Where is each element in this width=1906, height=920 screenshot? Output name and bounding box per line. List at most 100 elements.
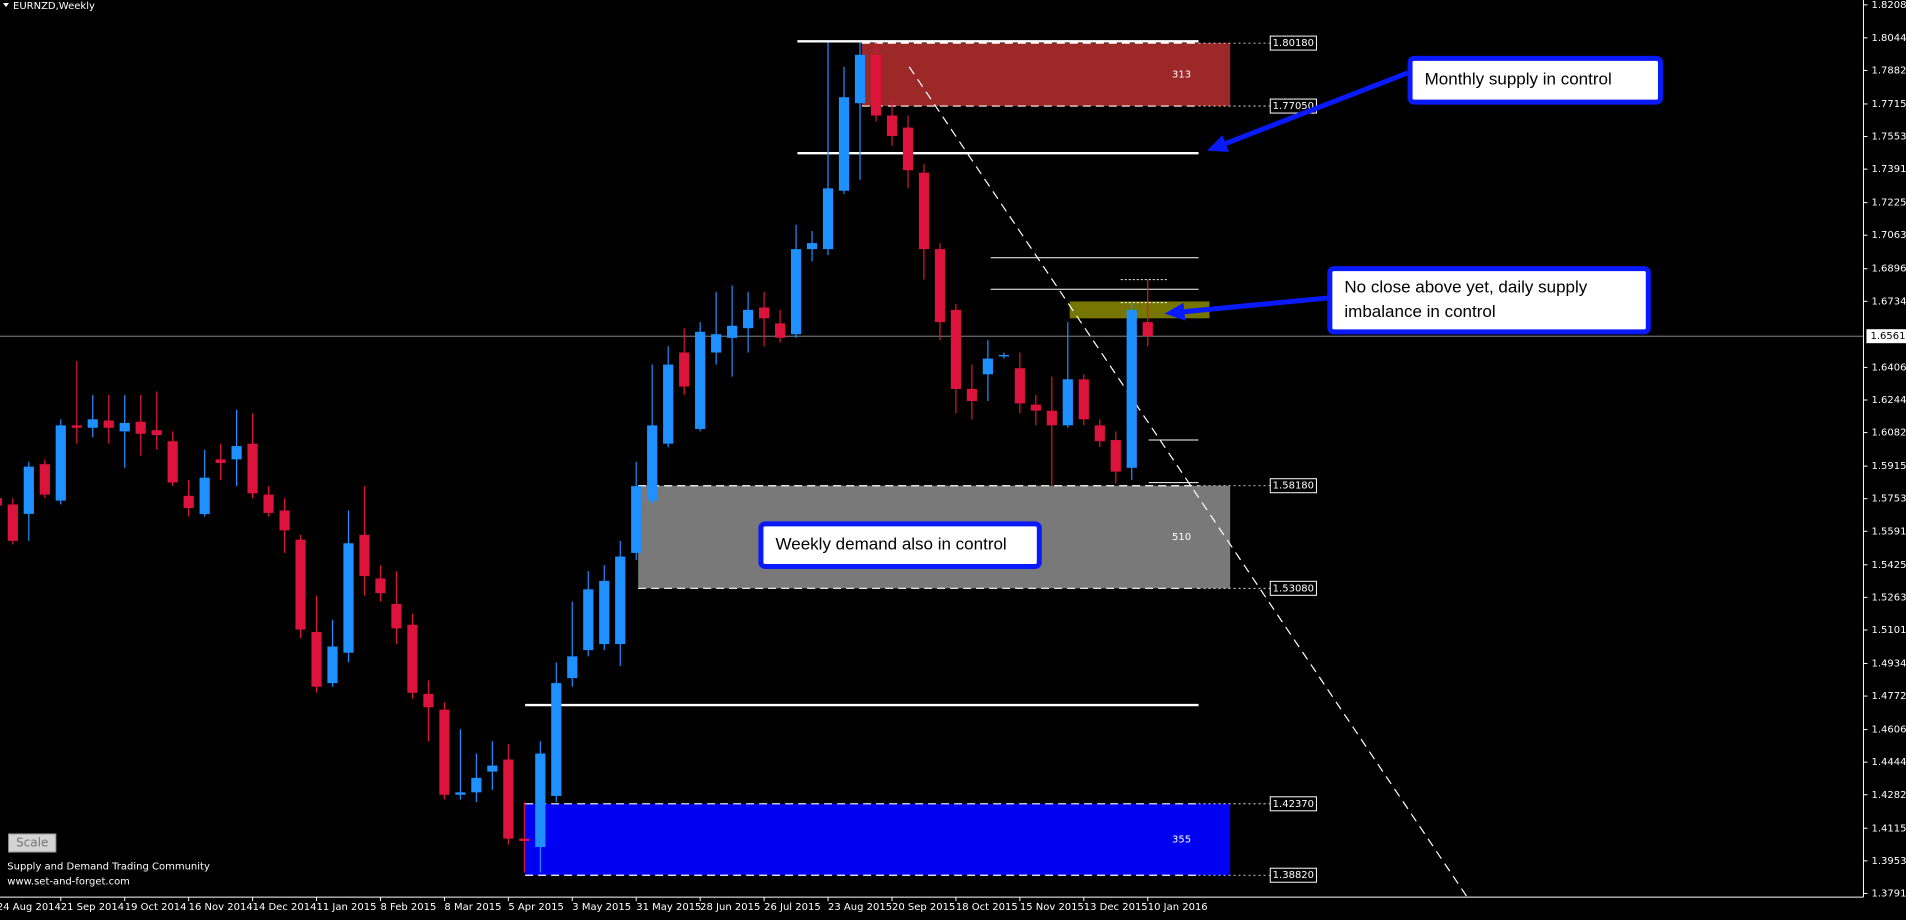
y-tick-label: 1.39535: [1871, 856, 1906, 867]
candle-body: [1062, 379, 1073, 426]
arrow-head: [1164, 302, 1186, 321]
y-tick-label: 1.78820: [1871, 65, 1906, 76]
candle-body: [774, 323, 786, 338]
y-tick-label: 1.44440: [1871, 757, 1906, 768]
y-tick-label: 1.82080: [1871, 0, 1906, 11]
candle-body: [1142, 322, 1153, 337]
candle-body: [918, 172, 930, 250]
candle-body: [790, 249, 802, 335]
candle-body: [870, 54, 882, 116]
y-tick-label: 1.54250: [1871, 560, 1906, 571]
arrow-shaft: [1219, 70, 1409, 148]
zone: [525, 803, 1231, 876]
candle-body: [711, 334, 722, 353]
candle-body: [1078, 379, 1089, 420]
y-tick-label: 1.37915: [1871, 888, 1906, 899]
price-label-box: [1269, 478, 1317, 494]
candle-body: [39, 464, 50, 495]
x-tick-label: 15 Nov 2015: [1020, 902, 1084, 913]
price-label-box: [1269, 580, 1317, 596]
x-tick-label: 13 Dec 2015: [1084, 902, 1148, 913]
menu-triangle: [3, 3, 9, 7]
candle-body: [295, 539, 306, 630]
price-label-box: [1269, 796, 1317, 812]
callout-box: [1407, 55, 1663, 105]
y-tick-label: 1.57535: [1871, 494, 1906, 505]
candle-body: [982, 358, 993, 375]
y-tick-label: 1.62440: [1871, 395, 1906, 406]
x-tick-label: 8 Feb 2015: [380, 902, 436, 913]
candle-body: [567, 656, 578, 679]
candle-body: [103, 420, 114, 428]
candle-body: [838, 97, 850, 191]
last-price-box: [1866, 329, 1906, 344]
candle-body: [806, 243, 818, 250]
candle-body: [7, 504, 18, 541]
candle-body: [966, 388, 978, 402]
candle-body: [854, 54, 866, 104]
candle-body: [1110, 440, 1121, 472]
candle-body: [758, 307, 770, 319]
candle-body: [727, 325, 738, 338]
candle-body: [55, 425, 66, 501]
candle-body: [743, 309, 754, 329]
candle-body: [375, 578, 386, 594]
x-tick-label: 14 Dec 2014: [253, 902, 317, 913]
callout-text: Monthly supply in control: [1425, 70, 1612, 89]
candle-body: [950, 309, 962, 389]
candle-body: [279, 510, 290, 531]
x-tick-label: 26 Jul 2015: [764, 902, 821, 913]
x-tick-label: 16 Nov 2014: [189, 902, 253, 913]
candle-body: [455, 792, 466, 795]
candle-body: [119, 422, 130, 432]
zone-price-label: 1.80180: [1273, 38, 1314, 49]
x-tick-label: 10 Jan 2016: [1148, 902, 1208, 913]
candle-body: [151, 430, 162, 436]
candle-body: [215, 459, 226, 463]
candle-body: [503, 759, 514, 839]
y-tick-label: 1.59155: [1871, 461, 1906, 472]
candle-body: [519, 838, 530, 842]
y-tick-label: 1.42820: [1871, 790, 1906, 801]
zone: [861, 43, 1231, 107]
price-label-box: [1269, 35, 1317, 51]
candle-body: [902, 127, 914, 171]
zone-price-label: 1.77050: [1273, 101, 1314, 112]
x-tick-label: 23 Aug 2015: [828, 902, 892, 913]
y-tick-label: 1.73915: [1871, 164, 1906, 175]
y-tick-label: 1.68965: [1871, 264, 1906, 275]
candle-body: [599, 580, 610, 645]
candle-body: [167, 441, 178, 483]
y-tick-label: 1.64060: [1871, 362, 1906, 373]
candle-body: [631, 486, 642, 553]
y-tick-label: 1.60820: [1871, 428, 1906, 439]
x-tick-label: 21 Sep 2014: [61, 902, 124, 913]
footer-text: www.set-and-forget.com: [7, 876, 130, 887]
zone-price-label: 1.38820: [1273, 870, 1314, 881]
candle-body: [1014, 368, 1025, 404]
zone-label: 313: [1172, 70, 1191, 81]
candle-body: [822, 188, 834, 250]
candle-body: [87, 419, 98, 428]
trend-line: [908, 66, 1468, 898]
candle-body: [199, 477, 210, 515]
candle-body: [1030, 404, 1041, 411]
y-tick-label: 1.80440: [1871, 33, 1906, 44]
arrow-shaft: [1178, 295, 1331, 315]
candle-body: [551, 683, 562, 796]
y-tick-label: 1.70630: [1871, 230, 1906, 241]
candle-body: [327, 646, 338, 684]
candle-body: [359, 534, 370, 577]
candle-body: [391, 604, 402, 629]
y-tick-label: 1.52630: [1871, 592, 1906, 603]
candle-body: [135, 421, 146, 434]
candle-body: [23, 466, 34, 514]
zone-label: 510: [1172, 532, 1191, 543]
candle-body: [183, 495, 194, 509]
x-tick-label: 24 Aug 2014: [0, 902, 61, 913]
arrow-head: [1207, 135, 1229, 152]
y-tick-label: 1.55915: [1871, 526, 1906, 537]
x-tick-label: 18 Oct 2015: [956, 902, 1018, 913]
